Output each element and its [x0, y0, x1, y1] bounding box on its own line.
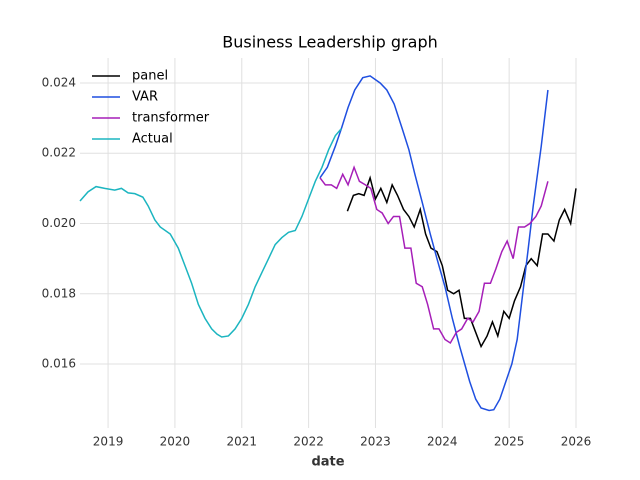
legend-label: VAR: [132, 90, 158, 105]
x-tick-label: 2021: [226, 435, 257, 449]
y-tick-label: 0.016: [42, 357, 76, 371]
y-tick-label: 0.020: [42, 216, 76, 230]
y-tick-label: 0.018: [42, 286, 76, 300]
x-tick-label: 2022: [293, 435, 324, 449]
chart-title: Business Leadership graph: [222, 33, 438, 52]
y-tick-label: 0.024: [42, 75, 76, 89]
series-line: [79, 128, 342, 338]
x-tick-label: 2024: [427, 435, 458, 449]
legend-label: panel: [132, 69, 168, 84]
legend-label: Actual: [132, 132, 173, 147]
legend-label: transformer: [132, 111, 210, 126]
series-line: [346, 175, 577, 349]
y-tick-label: 0.022: [42, 146, 76, 160]
x-axis-label: date: [311, 455, 344, 470]
x-tick-label: 2020: [160, 435, 191, 449]
x-tick-label: 2026: [561, 435, 592, 449]
x-tick-label: 2025: [494, 435, 525, 449]
x-tick-label: 2019: [93, 435, 124, 449]
x-tick-label: 2023: [360, 435, 391, 449]
series-line: [319, 75, 549, 412]
series-line: [319, 165, 549, 345]
